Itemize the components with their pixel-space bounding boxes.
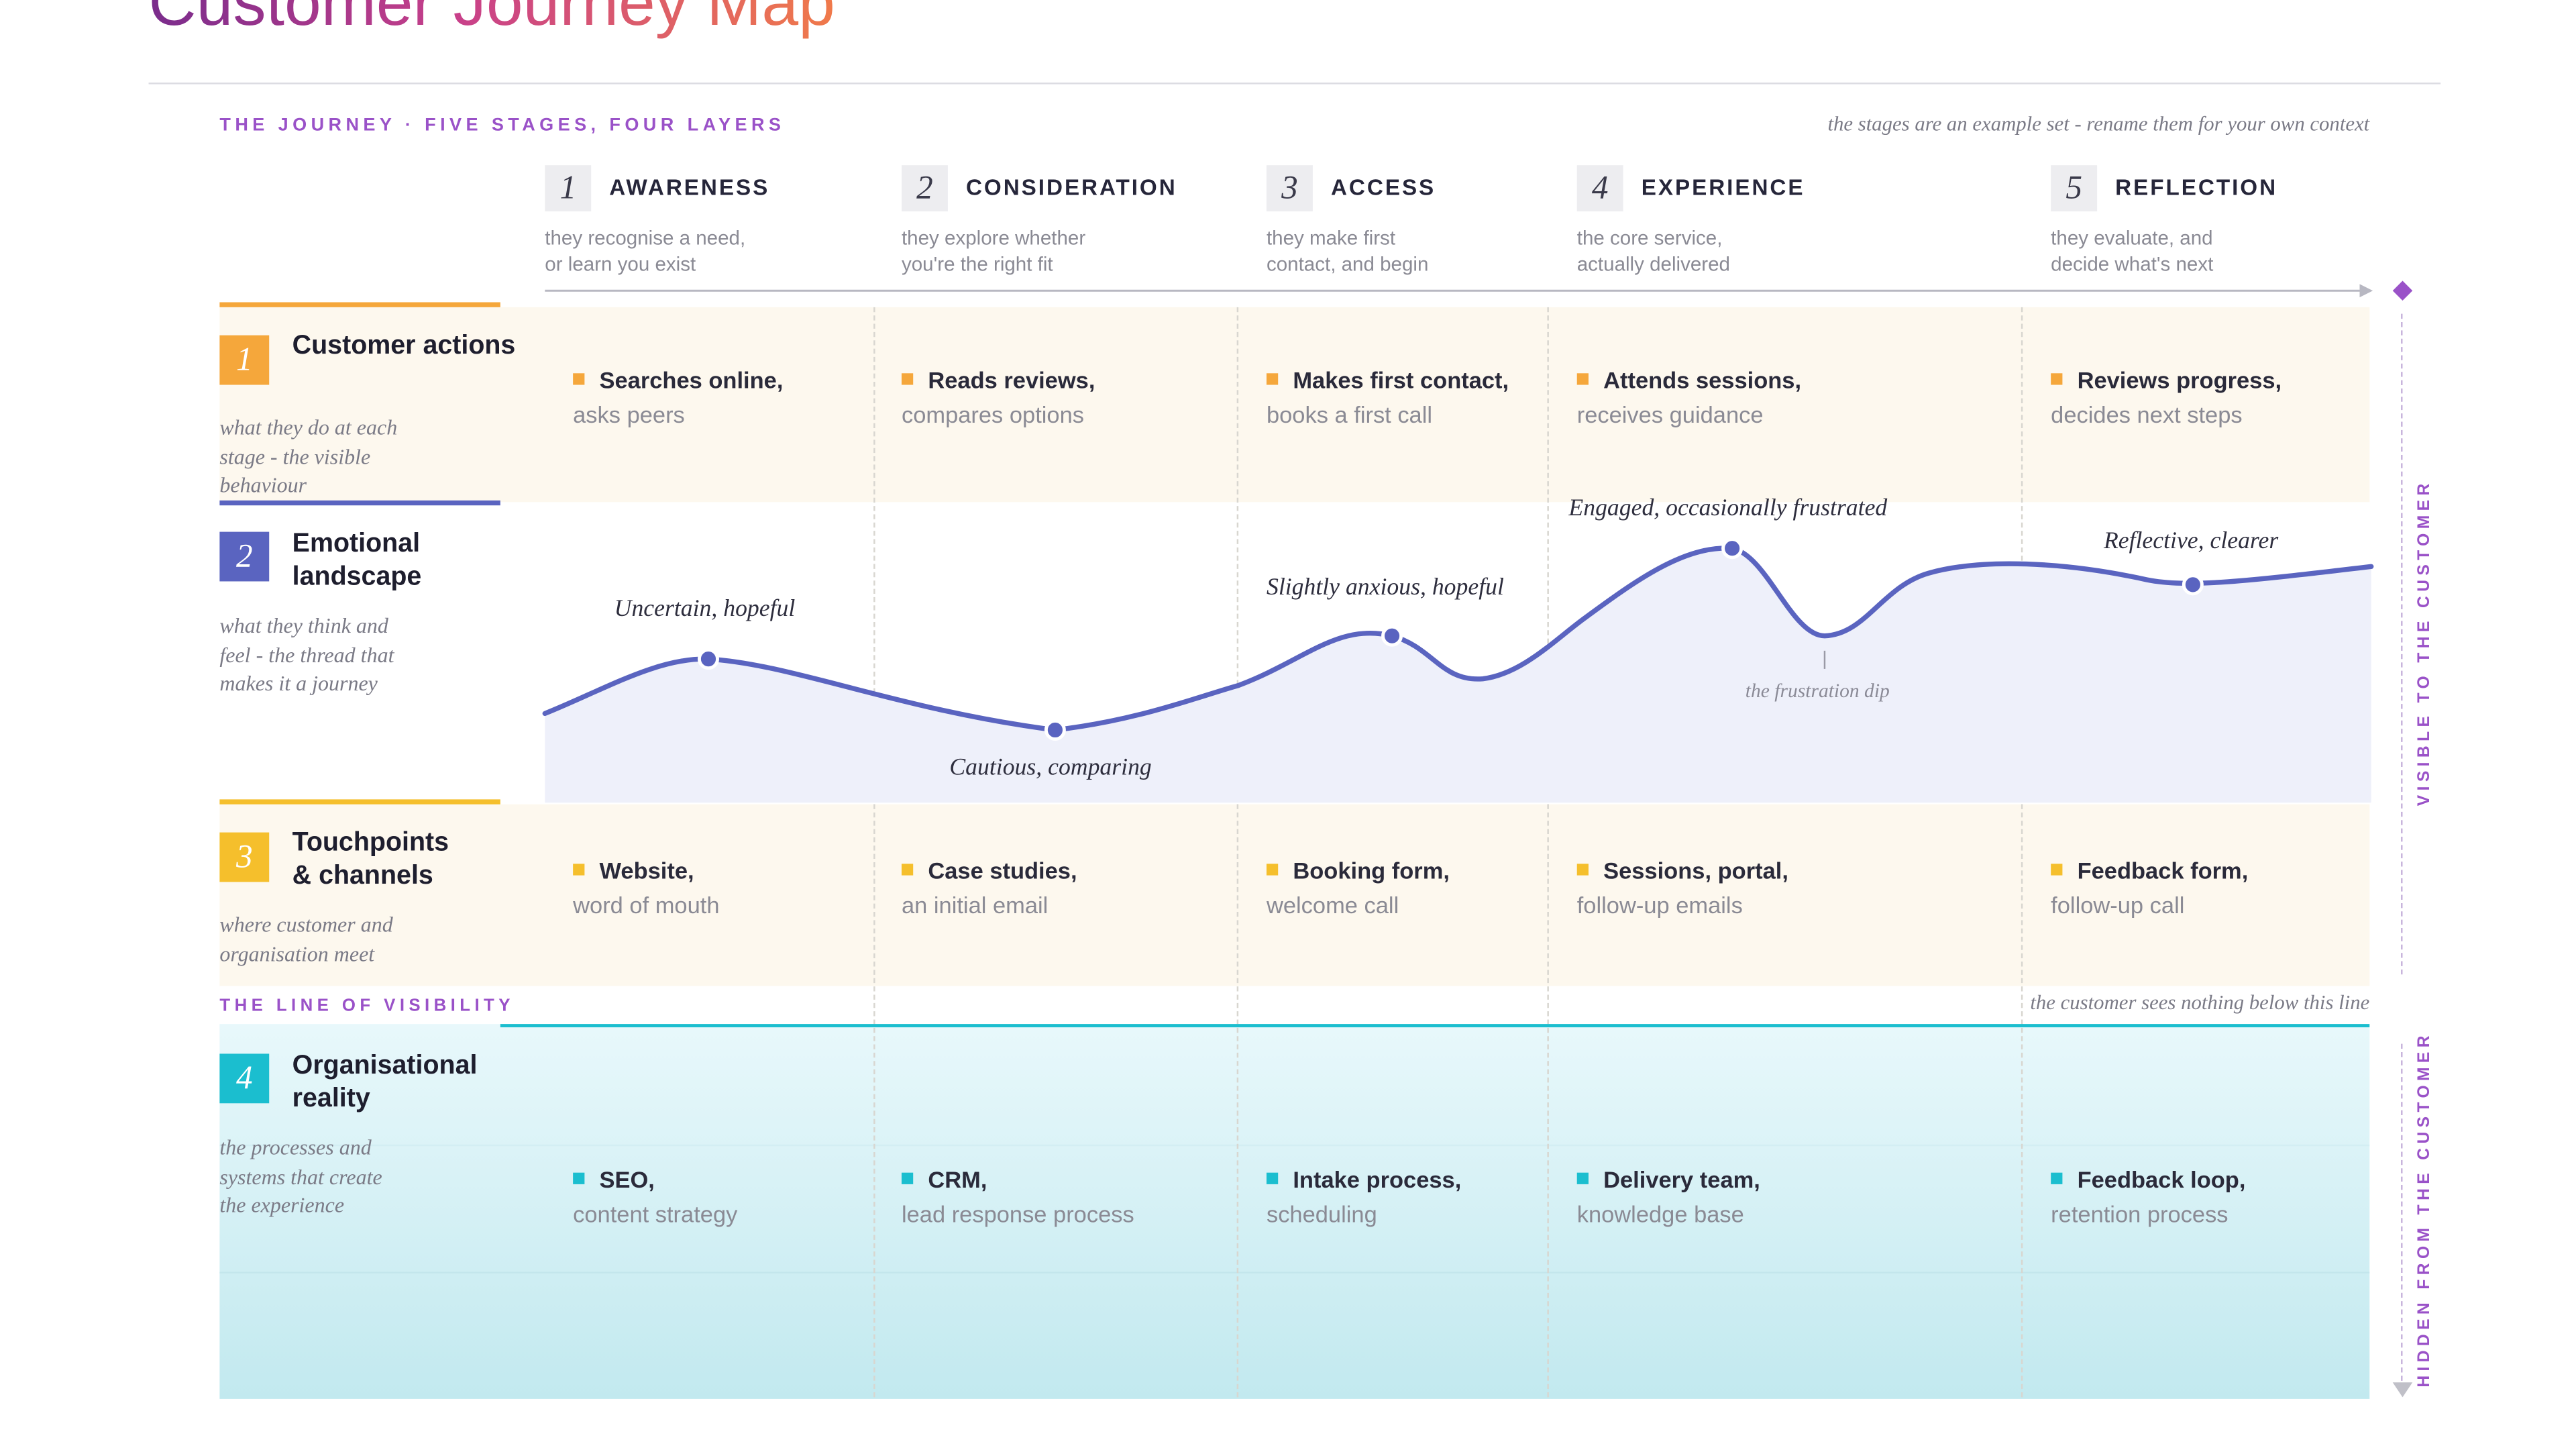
stage-number: 4: [1576, 165, 1623, 212]
emotion-label-consideration: Cautious, comparing: [949, 754, 1152, 782]
stage-number: 3: [1266, 165, 1313, 212]
emotion-point: [697, 648, 719, 670]
stages-note: the stages are an example set - rename t…: [1827, 112, 2370, 136]
emotion-point: [2182, 574, 2204, 596]
stage-number: 5: [2051, 165, 2098, 212]
emotion-label-access: Slightly anxious, hopeful: [1266, 574, 1504, 601]
emotion-line: [542, 546, 2374, 733]
stage-description: they make first contact, and begin: [1266, 226, 1429, 276]
layer-2-title: Emotional landscape: [292, 530, 422, 592]
layer-4-title: Organisational reality: [292, 1051, 478, 1114]
org-grid-line: [219, 1144, 2370, 1147]
layer-4-subtitle: the processes and systems that create the …: [219, 1135, 382, 1218]
stage-divider: [1236, 307, 1239, 1398]
stage-description: they explore whether you're the right fit: [901, 226, 1086, 276]
layer-1-number: 1: [219, 335, 270, 385]
layer-3-number: 3: [219, 832, 270, 882]
band-touchpoints: [219, 804, 2370, 986]
visible-to-customer-label: VISIBLE TO THE CUSTOMER: [2416, 479, 2434, 807]
emotion-label-awareness: Uncertain, hopeful: [614, 596, 796, 623]
stage-number: 1: [545, 165, 592, 212]
visibility-note: the customer sees nothing below this lin…: [2030, 990, 2370, 1015]
layer-4-number: 4: [219, 1053, 270, 1104]
band-organisational: [219, 1024, 2370, 1399]
emotion-point: [1044, 719, 1066, 741]
journey-kicker: THE JOURNEY · FIVE STAGES, FOUR LAYERS: [219, 115, 786, 136]
stage-number: 2: [901, 165, 948, 212]
layer-2-number: 2: [219, 531, 270, 582]
layer-1-title: Customer actions: [292, 331, 516, 360]
stage-name: EXPERIENCE: [1641, 174, 1805, 200]
frustration-dip-note: the frustration dip: [1745, 678, 1890, 703]
stage-name: AWARENESS: [609, 174, 770, 200]
layer-3-bar: [219, 799, 500, 805]
stage-divider: [2021, 307, 2023, 1398]
layer-1-subtitle: what they do at each stage - the visible b…: [219, 414, 398, 497]
stage-description: they recognise a need, or learn you exist: [545, 226, 746, 276]
band-customer-actions: [219, 307, 2370, 503]
emotion-point: [1721, 537, 1743, 560]
visible-axis-line: [2401, 313, 2403, 975]
layer-2-bar: [219, 500, 500, 506]
stage-name: REFLECTION: [2115, 174, 2278, 200]
visibility-line: [500, 1024, 2370, 1028]
emotion-point: [1381, 625, 1403, 647]
emotion-area: [545, 548, 2371, 803]
stage-name: CONSIDERATION: [965, 174, 1177, 200]
stage-description: they evaluate, and decide what's next: [2051, 226, 2214, 276]
stage-description: the core service, actually delivered: [1576, 226, 1730, 276]
page-title: Customer Journey Map: [149, 0, 835, 43]
emotion-label-experience: Engaged, occasionally frustrated: [1568, 495, 1888, 522]
timeline-end-marker: [2392, 280, 2413, 301]
org-grid-line: [219, 1272, 2370, 1274]
layer-1-bar: [219, 302, 500, 307]
hidden-from-customer-label: HIDDEN FROM THE CUSTOMER: [2416, 1031, 2434, 1388]
layer-2-subtitle: what they think and feel - the thread tha…: [219, 613, 394, 696]
emotion-points: [697, 537, 2204, 741]
layer-3-subtitle: where customer and organisation meet: [219, 911, 393, 966]
timeline-arrow: [545, 280, 2413, 301]
stage-name: ACCESS: [1330, 174, 1436, 200]
stage-divider: [1547, 307, 1549, 1398]
title-divider: [148, 83, 2441, 85]
hidden-axis-arrow: [2392, 1382, 2413, 1398]
emotion-label-reflection: Reflective, clearer: [2103, 528, 2279, 556]
stage-divider: [873, 307, 875, 1398]
layer-3-title: Touchpoints & channels: [292, 829, 449, 890]
visibility-label: THE LINE OF VISIBILITY: [219, 996, 515, 1016]
hidden-axis-line: [2401, 1043, 2403, 1381]
